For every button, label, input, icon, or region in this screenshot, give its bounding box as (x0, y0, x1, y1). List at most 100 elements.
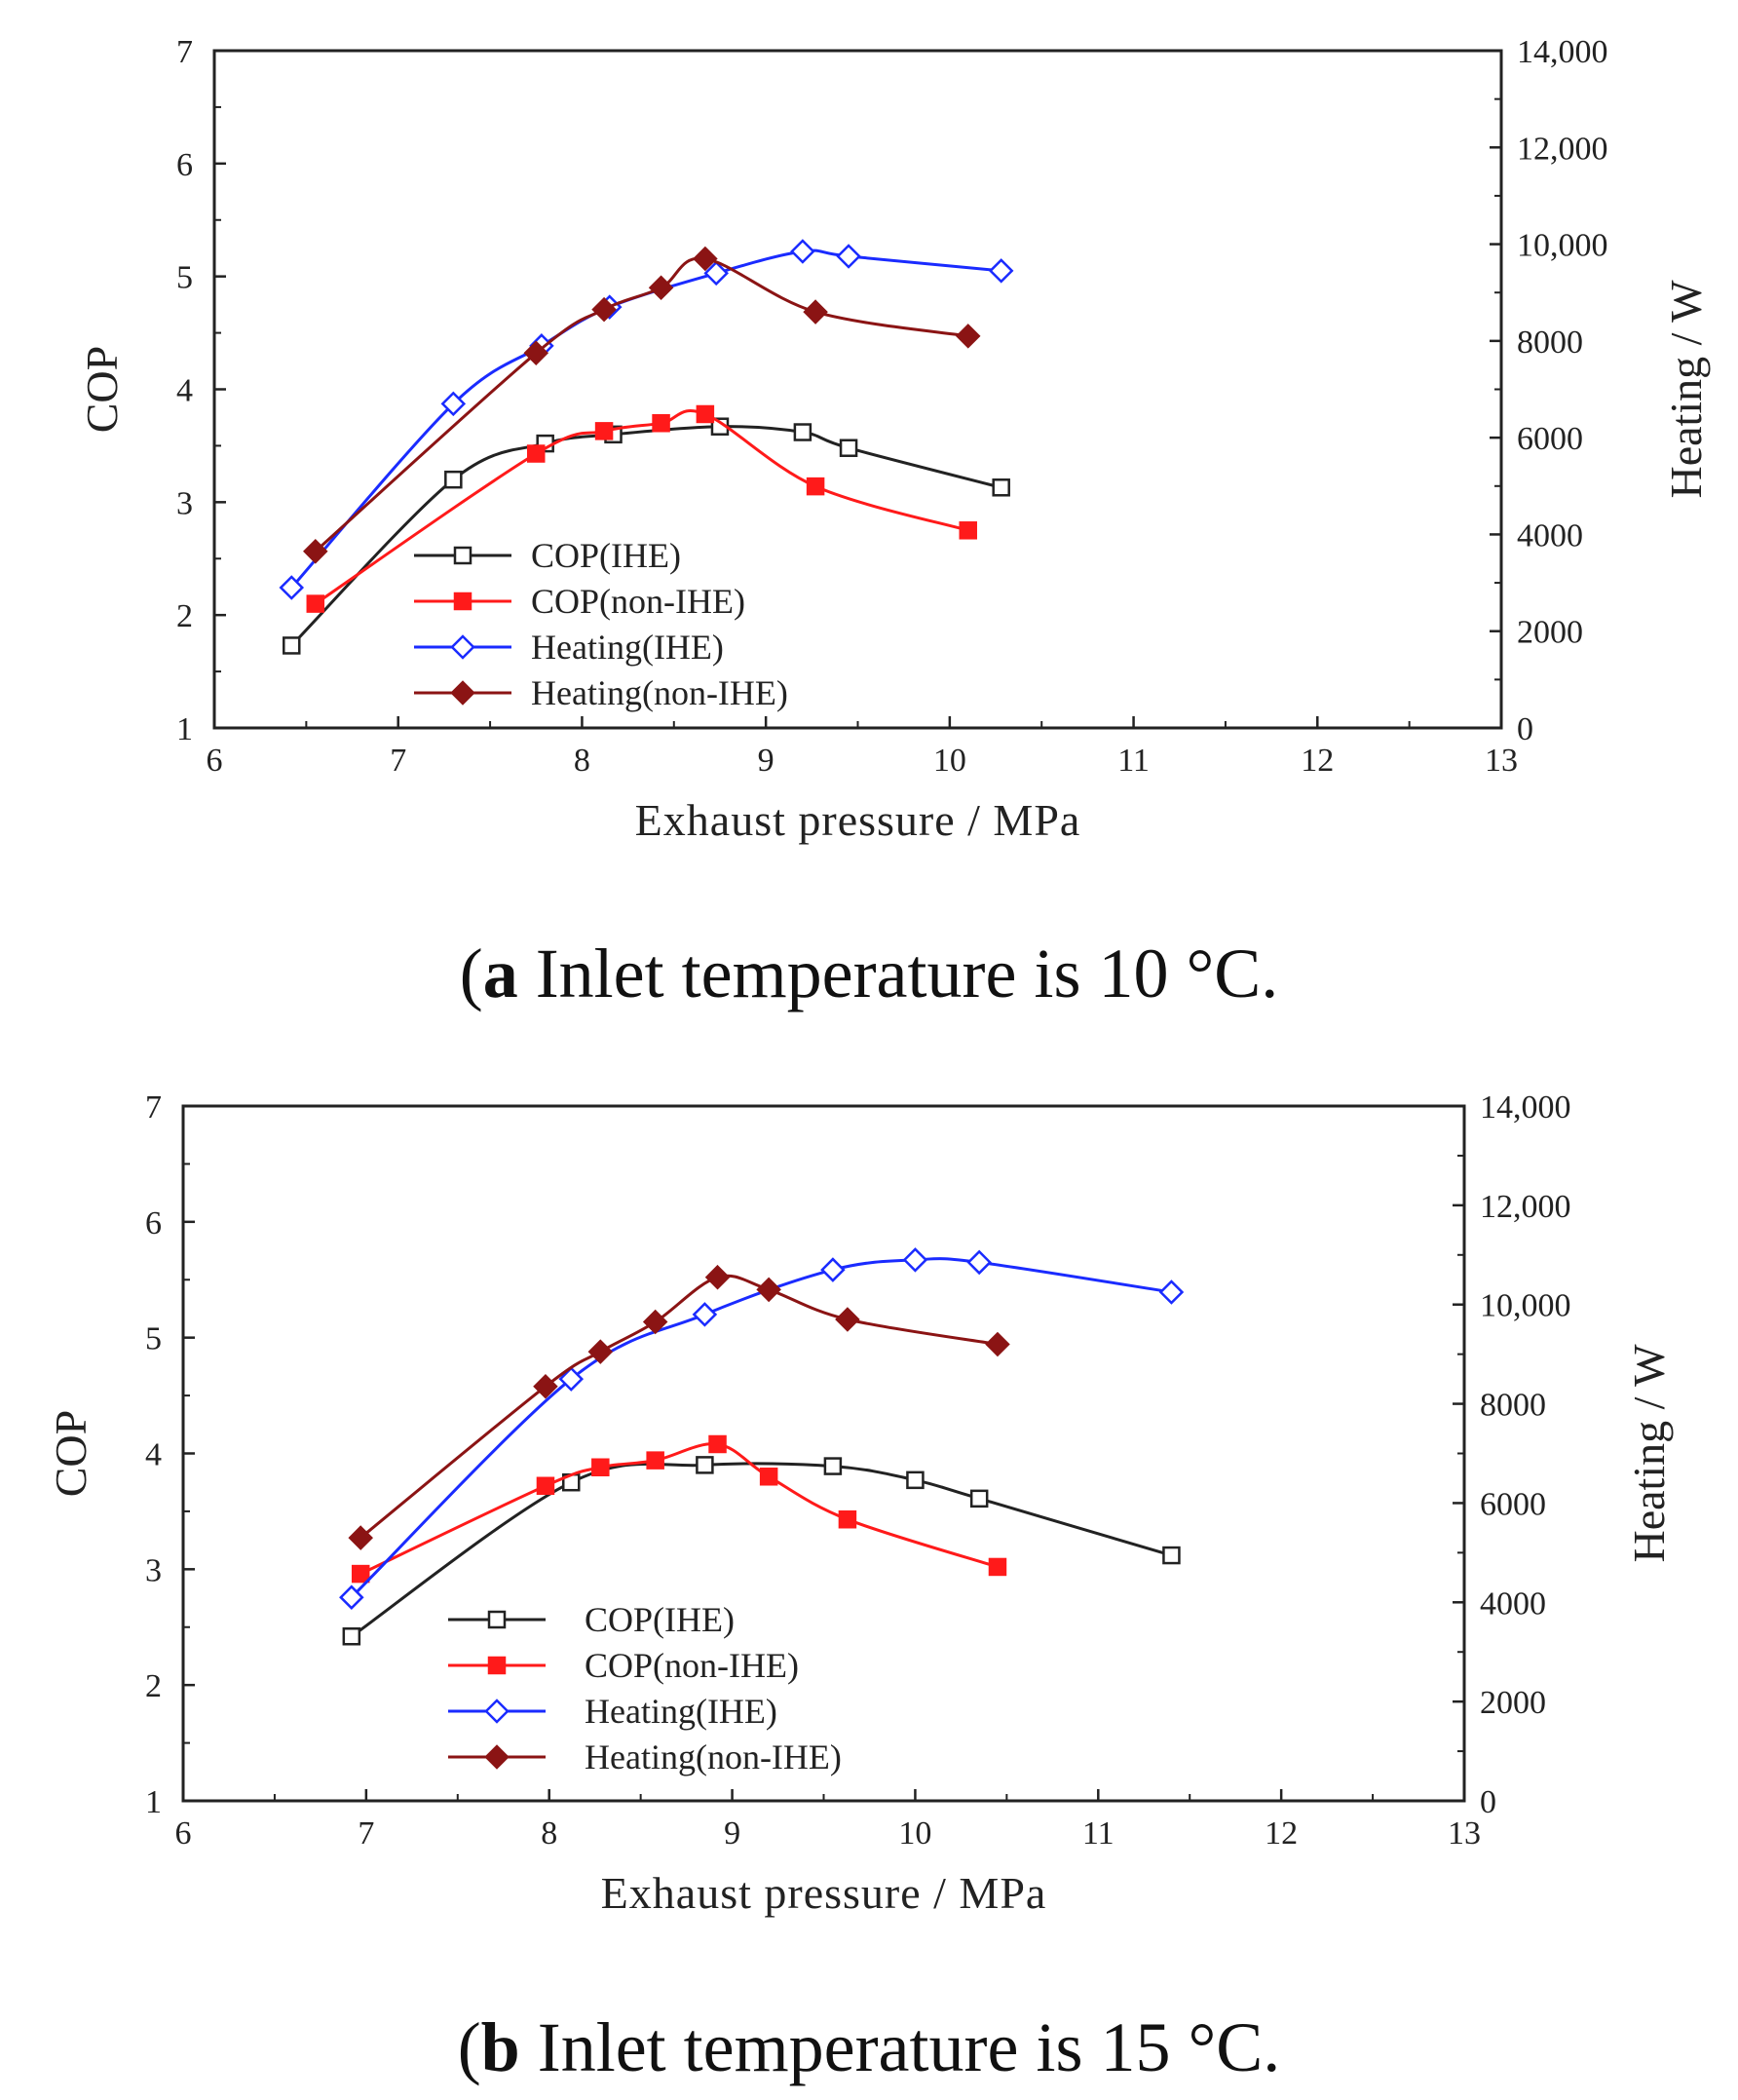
x-tick-label: 11 (1082, 1815, 1115, 1852)
series-cop-ihe (283, 417, 1010, 655)
x-tick-label: 7 (390, 743, 406, 779)
data-point (440, 391, 467, 417)
data-point (836, 244, 861, 269)
y-tick-label: 2 (145, 1668, 162, 1704)
legend-label: COP(non-IHE) (585, 1646, 799, 1685)
legend-label: COP(IHE) (531, 536, 681, 575)
caption-a-label: a (482, 935, 518, 1012)
data-point (306, 594, 325, 613)
data-point (966, 1249, 992, 1276)
data-point (756, 1277, 781, 1303)
data-point (959, 521, 977, 540)
data-point (594, 422, 614, 440)
data-point (704, 1264, 731, 1290)
data-point (648, 275, 674, 301)
y-tick-label: 1 (145, 1784, 162, 1820)
x-tick-label: 10 (898, 1815, 931, 1852)
legend-label: COP(IHE) (585, 1600, 735, 1639)
x-tick-label: 10 (933, 743, 966, 779)
data-point (838, 1509, 857, 1529)
data-point (793, 423, 812, 441)
series-heating-non-ihe (303, 246, 981, 564)
data-point (303, 539, 328, 564)
x-tick-label: 8 (541, 1815, 557, 1852)
y-tick-label: 6 (176, 147, 193, 183)
series-heating-ihe (339, 1247, 1185, 1610)
series-line (314, 256, 968, 553)
caption-b-label: b (480, 2008, 520, 2086)
series-cop-non-ihe (306, 404, 977, 613)
data-point (558, 1366, 585, 1392)
data-point (348, 1525, 373, 1550)
legend-label: COP(non-IHE) (531, 582, 745, 621)
legend-marker (450, 680, 475, 706)
y-tick-label: 3 (176, 485, 193, 521)
series-cop-ihe (342, 1456, 1181, 1646)
y2-tick-label: 4000 (1517, 517, 1583, 554)
legend-marker (450, 634, 475, 660)
legend-label: Heating(IHE) (531, 628, 724, 667)
data-point (790, 239, 815, 264)
legend-marker (487, 1610, 507, 1629)
y-tick-label: 5 (145, 1321, 162, 1357)
x-tick-label: 12 (1265, 1815, 1298, 1852)
caption-a-text: Inlet temperature is 10 °C. (517, 935, 1279, 1012)
y2-tick-label: 14,000 (1517, 34, 1608, 70)
data-point (444, 470, 463, 489)
legend: COP(IHE) COP(non-IHE) Heating(IHE) Heating(… (448, 1600, 842, 1776)
data-point (1162, 1546, 1181, 1565)
data-point (992, 478, 1010, 497)
series-line (350, 1257, 1172, 1599)
series-cop-non-ihe (351, 1434, 1007, 1584)
data-point (988, 258, 1014, 284)
y-axis-title: COP (77, 346, 127, 433)
data-point (820, 1257, 846, 1282)
data-point (279, 575, 305, 600)
series-heating-non-ihe (348, 1264, 1010, 1550)
series-line (359, 1274, 999, 1540)
data-point (696, 1456, 714, 1474)
data-point (527, 444, 546, 463)
series-line (350, 1462, 1172, 1638)
y-tick-label: 7 (145, 1089, 162, 1126)
x-axis-title: Exhaust pressure / MPa (635, 795, 1081, 845)
legend-label: Heating(non-IHE) (585, 1737, 842, 1776)
chart-a: 6 7 8 9 10 11 12 1312345670200040006000800010,0… (77, 34, 1711, 845)
data-point (902, 1247, 928, 1273)
data-point (692, 1302, 718, 1327)
data-point (342, 1627, 361, 1646)
data-point (339, 1585, 364, 1610)
y2-tick-label: 2000 (1517, 615, 1583, 651)
data-point (708, 1434, 727, 1454)
data-point (703, 260, 729, 286)
caption-b: (b Inlet temperature is 15 °C. (457, 2008, 1281, 2086)
data-point (642, 1309, 668, 1335)
legend-label: Heating(IHE) (585, 1692, 777, 1731)
data-point (823, 1457, 843, 1475)
legend-marker (453, 546, 472, 565)
y2-tick-label: 10,000 (1480, 1288, 1571, 1324)
x-tick-label: 6 (207, 743, 223, 779)
data-point (955, 324, 981, 349)
x-axis-title: Exhaust pressure / MPa (601, 1868, 1047, 1918)
data-point (693, 246, 718, 272)
x-tick-label: 7 (358, 1815, 374, 1852)
x-tick-label: 12 (1301, 743, 1334, 779)
data-point (652, 414, 670, 433)
chart-b: 6 7 8 9 10 11 12 1312345670200040006000800010,0… (46, 1089, 1674, 1918)
y2-tick-label: 8000 (1480, 1388, 1546, 1424)
data-point (351, 1564, 370, 1584)
data-point (591, 1458, 610, 1477)
y2-tick-label: 12,000 (1480, 1189, 1571, 1225)
data-point (591, 296, 617, 323)
data-point (988, 1557, 1007, 1577)
y-tick-label: 4 (145, 1437, 162, 1473)
y2-tick-label: 6000 (1480, 1486, 1546, 1522)
data-point (536, 1476, 555, 1496)
x-tick-label: 6 (175, 1815, 192, 1852)
y-axis-title: COP (46, 1410, 95, 1497)
data-point (696, 404, 715, 424)
data-point (523, 340, 549, 366)
y2-axis-title: Heating / W (1624, 1344, 1674, 1563)
